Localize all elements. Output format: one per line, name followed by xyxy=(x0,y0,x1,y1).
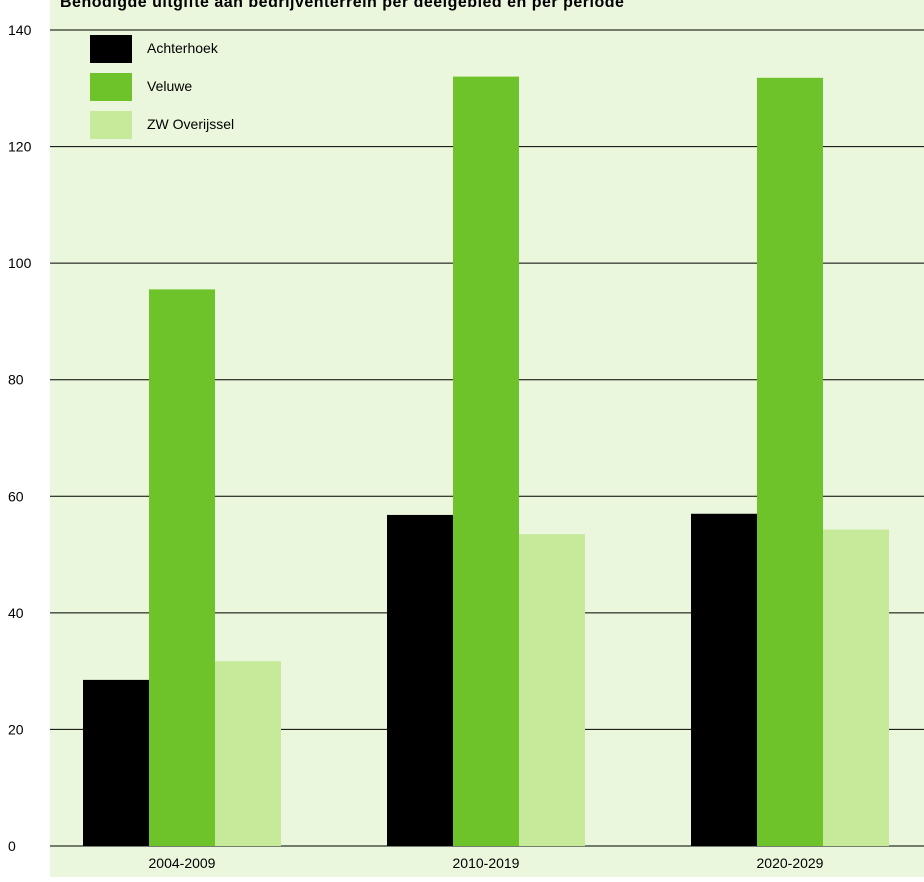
bar-achterhoek-2004-2009 xyxy=(83,679,149,846)
legend-label: Achterhoek xyxy=(147,40,219,56)
y-tick-label: 120 xyxy=(8,139,32,155)
y-tick-label: 60 xyxy=(8,488,24,504)
x-tick-label: 2004-2009 xyxy=(149,855,216,871)
y-tick-label: 100 xyxy=(8,255,32,271)
legend-swatch xyxy=(90,73,132,101)
bars xyxy=(83,76,889,847)
y-tick-label: 40 xyxy=(8,605,24,621)
y-tick-label: 0 xyxy=(8,838,16,854)
bar-zw-overijssel-2020-2029 xyxy=(823,529,889,846)
chart-title: Benodigde uitgifte aan bedrijventerrein … xyxy=(60,0,624,11)
x-tick-label: 2010-2019 xyxy=(453,855,520,871)
legend-label: Veluwe xyxy=(147,78,192,94)
bar-veluwe-2020-2029 xyxy=(757,77,823,846)
bar-veluwe-2010-2019 xyxy=(453,76,519,847)
y-tick-label: 140 xyxy=(8,22,32,38)
y-axis-ticks: 0 20 40 60 80 100 120 140 xyxy=(8,22,32,854)
legend: Achterhoek Veluwe ZW Overijssel xyxy=(90,35,234,139)
y-tick-label: 80 xyxy=(8,372,24,388)
bar-veluwe-2004-2009 xyxy=(149,289,215,846)
x-tick-label: 2020-2029 xyxy=(757,855,824,871)
bar-achterhoek-2020-2029 xyxy=(691,513,757,846)
x-axis-ticks: 2004-2009 2010-2019 2020-2029 xyxy=(149,855,824,871)
bar-zw-overijssel-2010-2019 xyxy=(519,534,585,846)
bar-zw-overijssel-2004-2009 xyxy=(215,661,281,846)
bar-achterhoek-2010-2019 xyxy=(387,514,453,846)
legend-label: ZW Overijssel xyxy=(147,116,234,132)
legend-swatch xyxy=(90,111,132,139)
y-tick-label: 20 xyxy=(8,721,24,737)
legend-swatch xyxy=(90,35,132,63)
